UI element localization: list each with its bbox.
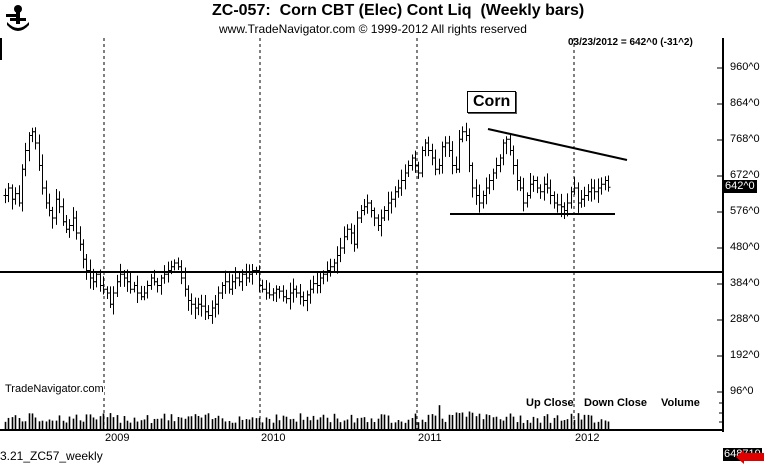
y-tick-label: 864^0 (730, 97, 760, 109)
y-tick-label: 480^0 (730, 241, 760, 253)
axes (0, 38, 724, 432)
legend-volume: Volume (661, 397, 700, 409)
x-tick-label: 2009 (105, 432, 130, 444)
corn-annotation: Corn (467, 91, 517, 113)
y-tick-label: 576^0 (730, 205, 760, 217)
footer-filename: 3.21_ZC57_weekly (0, 449, 103, 463)
y-tick-label: 288^0 (730, 313, 760, 325)
last-price-badge: 642^0 (723, 180, 757, 193)
last-price-info: 03/23/2012 = 642^0 (-31^2) (568, 37, 693, 48)
legend-up-close: Up Close (526, 397, 574, 409)
y-tick-label: 672^0 (730, 169, 760, 181)
year-gridlines (103, 38, 575, 430)
x-tick-label: 2010 (261, 432, 286, 444)
x-tick-label: 2011 (418, 432, 442, 444)
x-tick-label: 2012 (575, 432, 600, 444)
y-tick-label: 768^0 (730, 133, 760, 145)
watermark: TradeNavigator.com (5, 383, 104, 395)
volume-bars (4, 405, 610, 429)
y-tick-label: 960^0 (730, 61, 760, 73)
legend-down-close: Down Close (584, 397, 647, 409)
sextant-icon (6, 5, 29, 31)
y-tick-label: 96^0 (730, 385, 754, 397)
price-bars (3, 122, 611, 324)
y-tick-label: 192^0 (730, 349, 760, 361)
scroll-right-arrow-icon[interactable] (736, 450, 766, 464)
y-tick-label: 384^0 (730, 277, 760, 289)
trendlines (0, 128, 723, 273)
